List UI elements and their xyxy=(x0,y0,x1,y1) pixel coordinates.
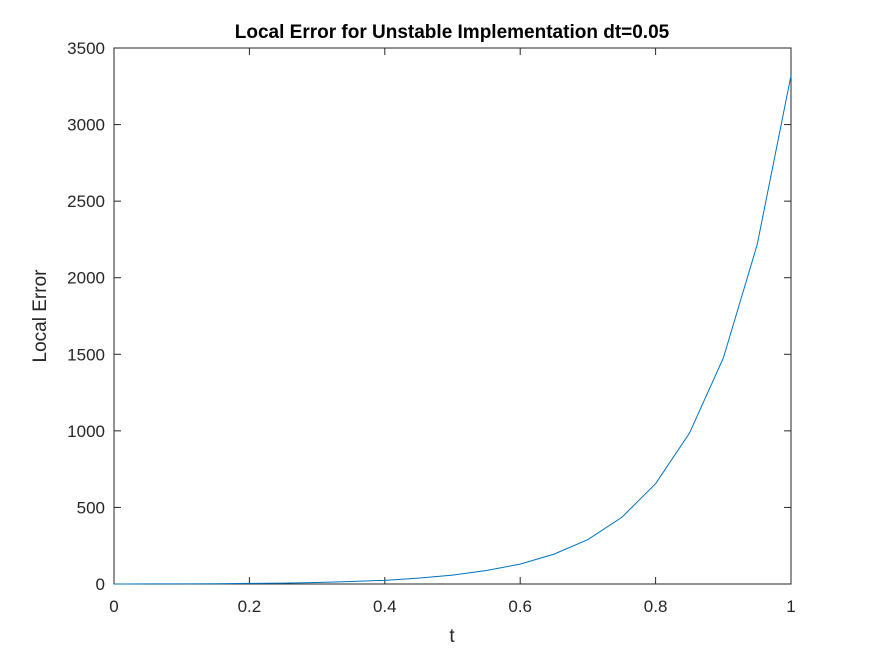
y-tick-label: 500 xyxy=(77,498,105,517)
y-tick-label: 2500 xyxy=(67,192,105,211)
y-tick-label: 3500 xyxy=(67,39,105,58)
y-tick-label: 1500 xyxy=(67,345,105,364)
x-axis-label: t xyxy=(449,626,455,647)
x-tick-label: 0 xyxy=(109,597,118,616)
x-axis-ticks: 0 0.2 0.4 0.6 0.8 1 xyxy=(109,48,796,616)
x-tick-label: 0.6 xyxy=(508,597,532,616)
y-axis-ticks: 0 500 1000 1500 2000 2500 3000 3500 xyxy=(67,39,791,594)
x-tick-label: 0.4 xyxy=(373,597,397,616)
x-tick-label: 1 xyxy=(786,597,795,616)
y-axis-label: Local Error xyxy=(30,269,51,363)
plot-area xyxy=(113,47,792,585)
series-group xyxy=(113,75,792,585)
x-tick-label: 0.8 xyxy=(644,597,668,616)
y-tick-label: 0 xyxy=(96,575,105,594)
chart-title: Local Error for Unstable Implementation … xyxy=(235,22,670,43)
y-tick-label: 2000 xyxy=(67,269,105,288)
x-tick-label: 0.2 xyxy=(238,597,262,616)
series-line xyxy=(113,75,792,585)
y-tick-label: 3000 xyxy=(67,116,105,135)
y-tick-label: 1000 xyxy=(67,422,105,441)
